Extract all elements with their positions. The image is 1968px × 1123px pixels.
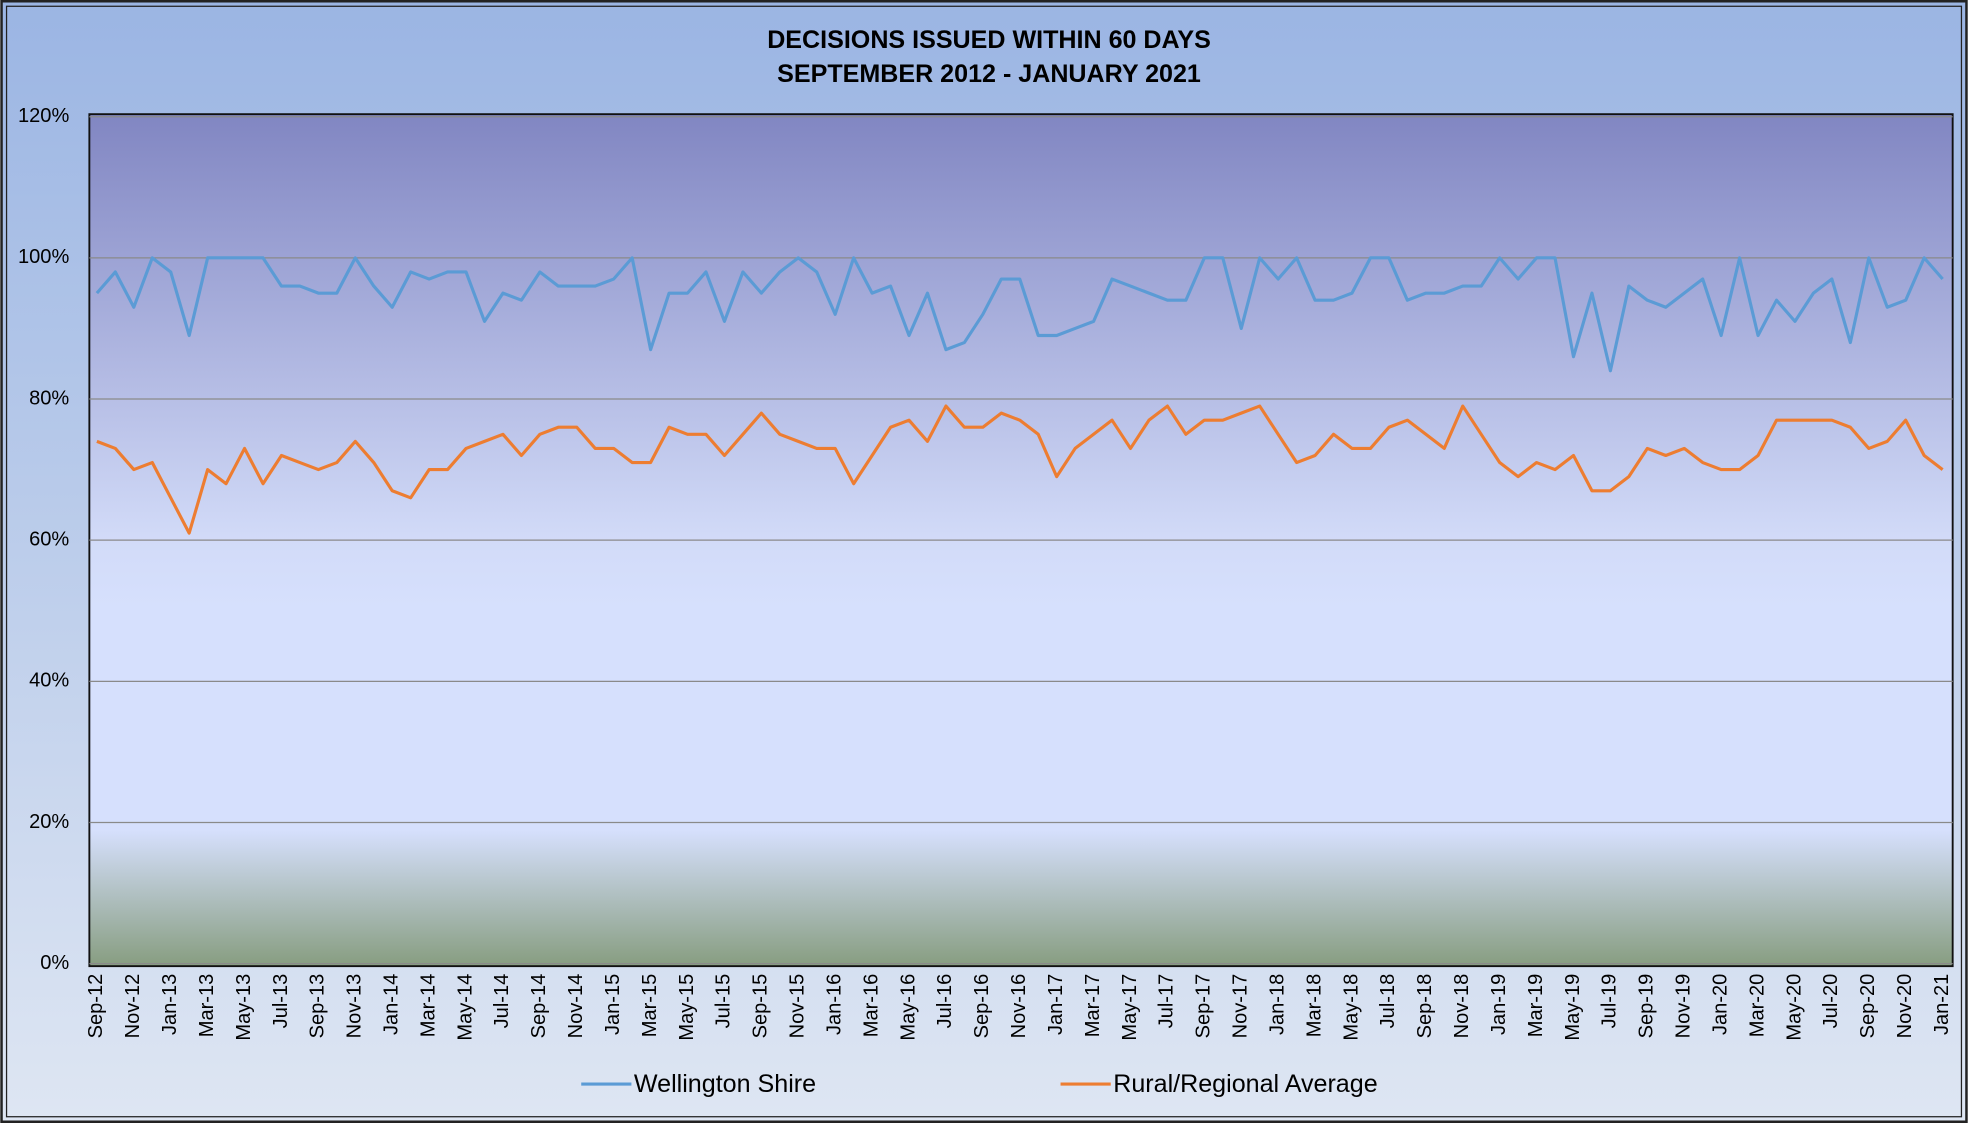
x-tick-label: May-13 (233, 974, 255, 1041)
y-tick-label: 100% (18, 246, 69, 268)
x-tick-label: Jul-17 (1156, 974, 1178, 1029)
x-tick-label: Nov-19 (1673, 974, 1695, 1039)
series-line (95, 256, 1944, 373)
x-tick-label: Nov-15 (787, 974, 809, 1039)
x-tick-label: May-15 (676, 974, 698, 1041)
x-tick-label: Jan-18 (1266, 974, 1288, 1035)
x-tick-label: Sep-17 (1193, 974, 1215, 1039)
x-tick-label: Sep-14 (528, 974, 550, 1039)
chart-title: DECISIONS ISSUED WITHIN 60 DAYS (767, 26, 1211, 54)
x-tick-label: Sep-19 (1636, 974, 1658, 1039)
x-tick-label: Sep-20 (1857, 974, 1879, 1039)
x-tick-label: Nov-14 (565, 974, 587, 1039)
x-tick-label: Sep-18 (1414, 974, 1436, 1039)
x-tick-label: Jan-14 (381, 974, 403, 1035)
x-tick-label: Sep-12 (85, 974, 107, 1039)
x-tick-label: Sep-15 (750, 974, 772, 1039)
x-tick-label: May-18 (1340, 974, 1362, 1041)
x-tick-label: Mar-18 (1303, 974, 1325, 1038)
x-tick-label: May-19 (1562, 974, 1584, 1041)
x-tick-label: May-17 (1119, 974, 1141, 1041)
x-tick-label: Jan-19 (1488, 974, 1510, 1035)
x-tick-label: Nov-17 (1230, 974, 1252, 1039)
y-tick-label: 20% (29, 811, 69, 833)
x-tick-label: Nov-13 (344, 974, 366, 1039)
x-tick-label: Jan-21 (1931, 974, 1953, 1035)
series-line (96, 404, 1944, 535)
x-tick-label: Jul-14 (491, 974, 513, 1029)
y-tick-label: 120% (18, 105, 69, 127)
x-tick-label: Nov-18 (1451, 974, 1473, 1039)
legend-label: Wellington Shire (634, 1070, 816, 1098)
y-tick-label: 40% (29, 670, 69, 692)
x-tick-label: Jan-20 (1709, 974, 1731, 1035)
x-tick-label: Jul-15 (713, 974, 735, 1029)
x-tick-label: May-20 (1783, 974, 1805, 1041)
x-tick-label: Mar-16 (860, 974, 882, 1038)
x-tick-label: Jan-15 (602, 974, 624, 1035)
x-tick-label: Jan-16 (823, 974, 845, 1035)
x-tick-label: Mar-17 (1082, 974, 1104, 1038)
x-tick-label: Jul-19 (1599, 974, 1621, 1029)
x-tick-label: Mar-19 (1525, 974, 1547, 1038)
x-tick-label: Sep-16 (971, 974, 993, 1039)
y-tick-label: 0% (40, 952, 69, 974)
x-tick-label: Sep-13 (307, 974, 329, 1039)
x-tick-label: Jul-16 (934, 974, 956, 1029)
x-tick-label: Jul-18 (1377, 974, 1399, 1029)
x-tick-label: Mar-13 (196, 974, 218, 1038)
x-tick-label: Nov-16 (1008, 974, 1030, 1039)
x-tick-label: Mar-14 (417, 974, 439, 1038)
x-tick-label: Mar-15 (639, 974, 661, 1038)
x-tick-label: May-14 (454, 974, 476, 1041)
chart-subtitle: SEPTEMBER 2012 - JANUARY 2021 (777, 60, 1201, 88)
y-tick-label: 60% (29, 528, 69, 550)
x-tick-label: Jan-13 (159, 974, 181, 1035)
x-tick-label: Jul-20 (1820, 974, 1842, 1029)
legend-label: Rural/Regional Average (1113, 1070, 1377, 1098)
x-tick-label: Jul-13 (270, 974, 292, 1029)
x-tick-label: Nov-12 (122, 974, 144, 1039)
x-tick-label: Mar-20 (1746, 974, 1768, 1038)
x-tick-label: May-16 (897, 974, 919, 1041)
x-tick-label: Jan-17 (1045, 974, 1067, 1035)
frame (5, 5, 1963, 1118)
y-tick-label: 80% (29, 387, 69, 409)
x-tick-label: Nov-20 (1894, 974, 1916, 1039)
